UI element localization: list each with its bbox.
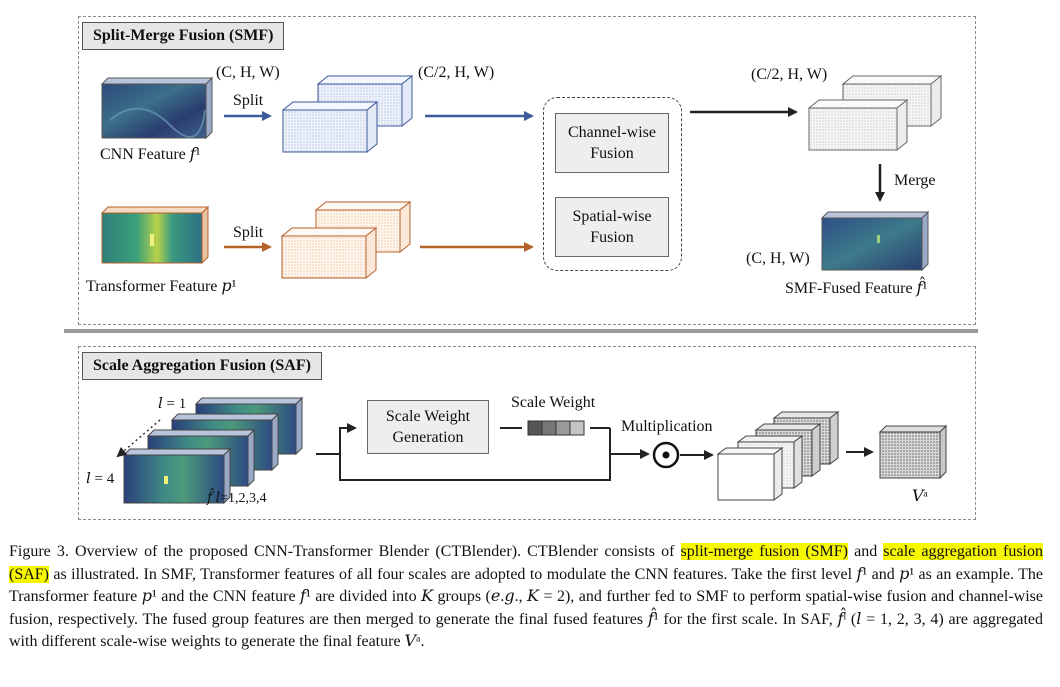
- saf-frame: [78, 346, 976, 520]
- cnn-split-cuboids: [281, 74, 414, 154]
- weighted-cuboid-stack: [716, 411, 840, 501]
- caption-part-3: as illustrated. In SMF, Transformer feat…: [9, 565, 1043, 651]
- scale-l1-label: 𝑙 = 1: [158, 396, 187, 412]
- section-divider: [64, 329, 978, 333]
- transformer-feature-map: [100, 205, 210, 265]
- multiplication-icon: [652, 441, 680, 469]
- multiplication-label: Multiplication: [621, 418, 713, 435]
- merge-label: Merge: [894, 172, 936, 189]
- transformer-split-cuboids: [280, 200, 412, 280]
- channel-wise-fusion-box: Channel-wise Fusion: [555, 113, 669, 173]
- smf-title: Split-Merge Fusion (SMF): [82, 22, 285, 50]
- to-multiply-arrow: [609, 428, 650, 459]
- output-feature-cuboid: [878, 424, 948, 480]
- smf-frame: [78, 16, 976, 325]
- dim-chw-top: (C, H, W): [216, 64, 280, 81]
- diagram-graphics: [100, 74, 948, 505]
- dim-half-mid: (C/2, H, W): [418, 64, 495, 81]
- fused-group-cuboids: [807, 74, 943, 152]
- scale-dotted-arrow: [116, 419, 161, 458]
- smf-fused-feature-map: [820, 210, 930, 272]
- split-label-top: Split: [233, 92, 264, 109]
- cnn-feature-label: CNN Feature 𝑓¹: [100, 146, 201, 163]
- dim-half-right: (C/2, H, W): [751, 66, 828, 83]
- stack-label: 𝑓̂ 𝑙=1,2,3,4: [207, 491, 267, 506]
- output-label: 𝑉ᵃ: [912, 488, 928, 505]
- dim-chw-bottom: (C, H, W): [746, 250, 810, 267]
- cnn-feature-map: [100, 76, 214, 140]
- scale-l4-label: 𝑙 = 4: [86, 471, 115, 487]
- smf-fused-feature-label: SMF-Fused Feature 𝑓̂¹: [785, 280, 928, 297]
- bypass-line: [339, 454, 611, 481]
- scale-weight-label: Scale Weight: [511, 394, 596, 411]
- saf-feature-stack: [122, 396, 304, 505]
- to-scale-weight-arrow: [316, 423, 357, 455]
- caption-part-1: Figure 3. Overview of the proposed CNN-T…: [9, 543, 681, 560]
- spatial-wise-fusion-box: Spatial-wise Fusion: [555, 197, 669, 257]
- scale-weight-generation-box: Scale Weight Generation: [367, 400, 489, 454]
- figure-caption: Figure 3. Overview of the proposed CNN-T…: [9, 541, 1043, 654]
- scale-weight-bar: [527, 420, 585, 436]
- split-label-bottom: Split: [233, 224, 264, 241]
- caption-part-2: and: [848, 543, 884, 560]
- fusion-group: [543, 97, 682, 271]
- caption-highlight-smf: split-merge fusion (SMF): [680, 543, 848, 560]
- transformer-feature-label: Transformer Feature 𝑝¹: [86, 278, 237, 295]
- saf-title: Scale Aggregation Fusion (SAF): [82, 352, 322, 380]
